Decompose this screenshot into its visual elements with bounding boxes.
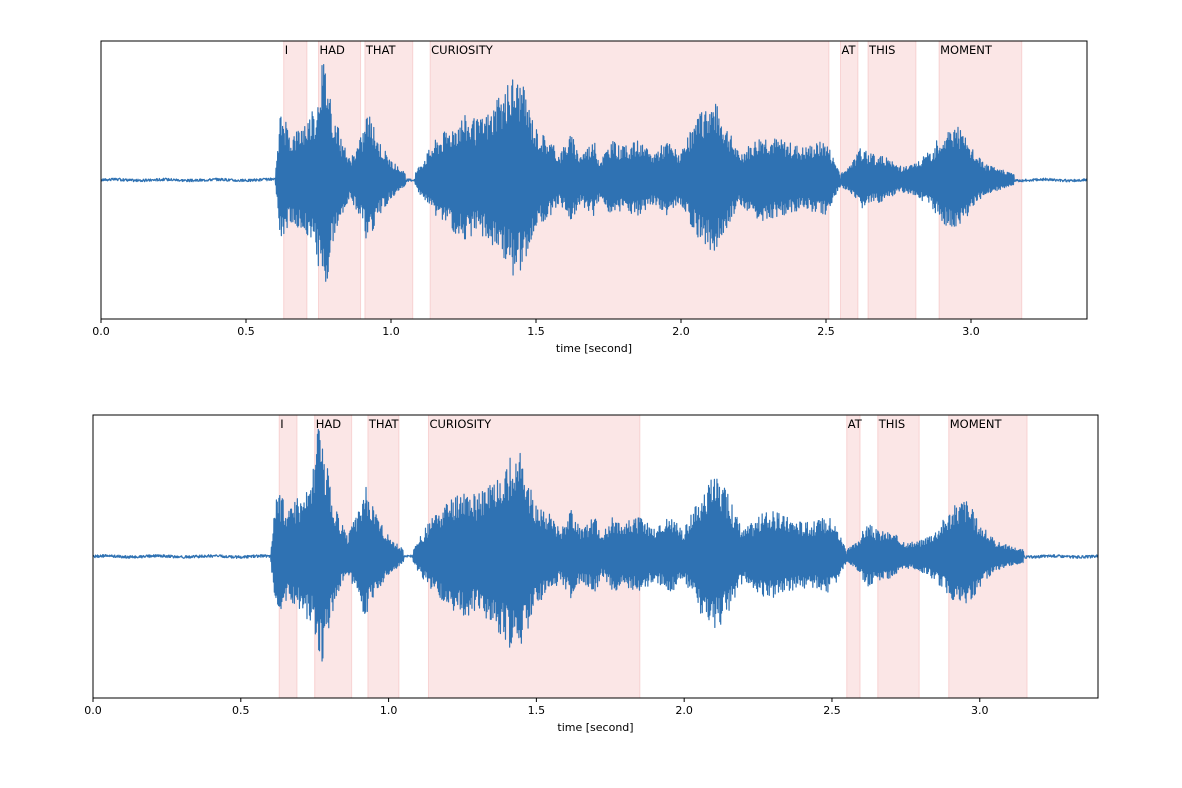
- waveform-line: [92, 428, 1099, 662]
- plot-frame: [92, 414, 1099, 699]
- word-labels: I HAD THAT CURIOSITY AT THIS MOMENT: [280, 417, 1002, 431]
- x-axis-label: time [second]: [557, 721, 633, 734]
- bottom-waveform-panel: I HAD THAT CURIOSITY AT THIS MOMENT 0.0 0.5 1.0 1…: [84, 414, 1099, 734]
- word-label-that: THAT: [365, 43, 397, 57]
- word-labels: I HAD THAT CURIOSITY AT THIS MOMENT: [285, 43, 993, 57]
- word-label-moment: MOMENT: [950, 417, 1003, 431]
- top-waveform-panel: I HAD THAT CURIOSITY AT THIS MOMENT 0.0 0.5 1.0 1…: [92, 40, 1088, 355]
- x-tick-label: 0.5: [232, 704, 250, 717]
- word-label-had: HAD: [316, 417, 342, 431]
- x-tick-label: 1.5: [527, 325, 545, 338]
- x-tick-label: 1.0: [380, 704, 398, 717]
- waveform: [92, 428, 1099, 662]
- x-tick-label: 1.0: [382, 325, 400, 338]
- x-axis-ticks: 0.0 0.5 1.0 1.5 2.0 2.5 3.0: [92, 319, 980, 338]
- word-label-curiosity: CURIOSITY: [431, 43, 494, 57]
- x-tick-label: 3.0: [971, 704, 989, 717]
- word-label-i: I: [285, 43, 288, 57]
- x-axis-ticks: 0.0 0.5 1.0 1.5 2.0 2.5 3.0: [84, 698, 989, 717]
- x-tick-label: 2.0: [672, 325, 690, 338]
- word-label-had: HAD: [320, 43, 346, 57]
- x-axis-label: time [second]: [556, 342, 632, 355]
- word-label-at: AT: [848, 417, 863, 431]
- x-tick-label: 0.0: [84, 704, 102, 717]
- x-tick-label: 0.5: [237, 325, 255, 338]
- word-label-this: THIS: [868, 43, 895, 57]
- word-label-this: THIS: [878, 417, 905, 431]
- word-label-moment: MOMENT: [940, 43, 993, 57]
- waveform: [100, 64, 1088, 282]
- word-label-at: AT: [842, 43, 857, 57]
- word-label-i: I: [280, 417, 283, 431]
- x-tick-label: 2.5: [817, 325, 835, 338]
- x-tick-label: 1.5: [528, 704, 546, 717]
- x-tick-label: 2.0: [675, 704, 693, 717]
- plot-frame: [100, 40, 1088, 320]
- x-tick-label: 0.0: [92, 325, 110, 338]
- word-label-curiosity: CURIOSITY: [429, 417, 492, 431]
- word-label-that: THAT: [368, 417, 400, 431]
- waveform-line: [100, 64, 1088, 282]
- x-tick-label: 3.0: [962, 325, 980, 338]
- x-tick-label: 2.5: [823, 704, 841, 717]
